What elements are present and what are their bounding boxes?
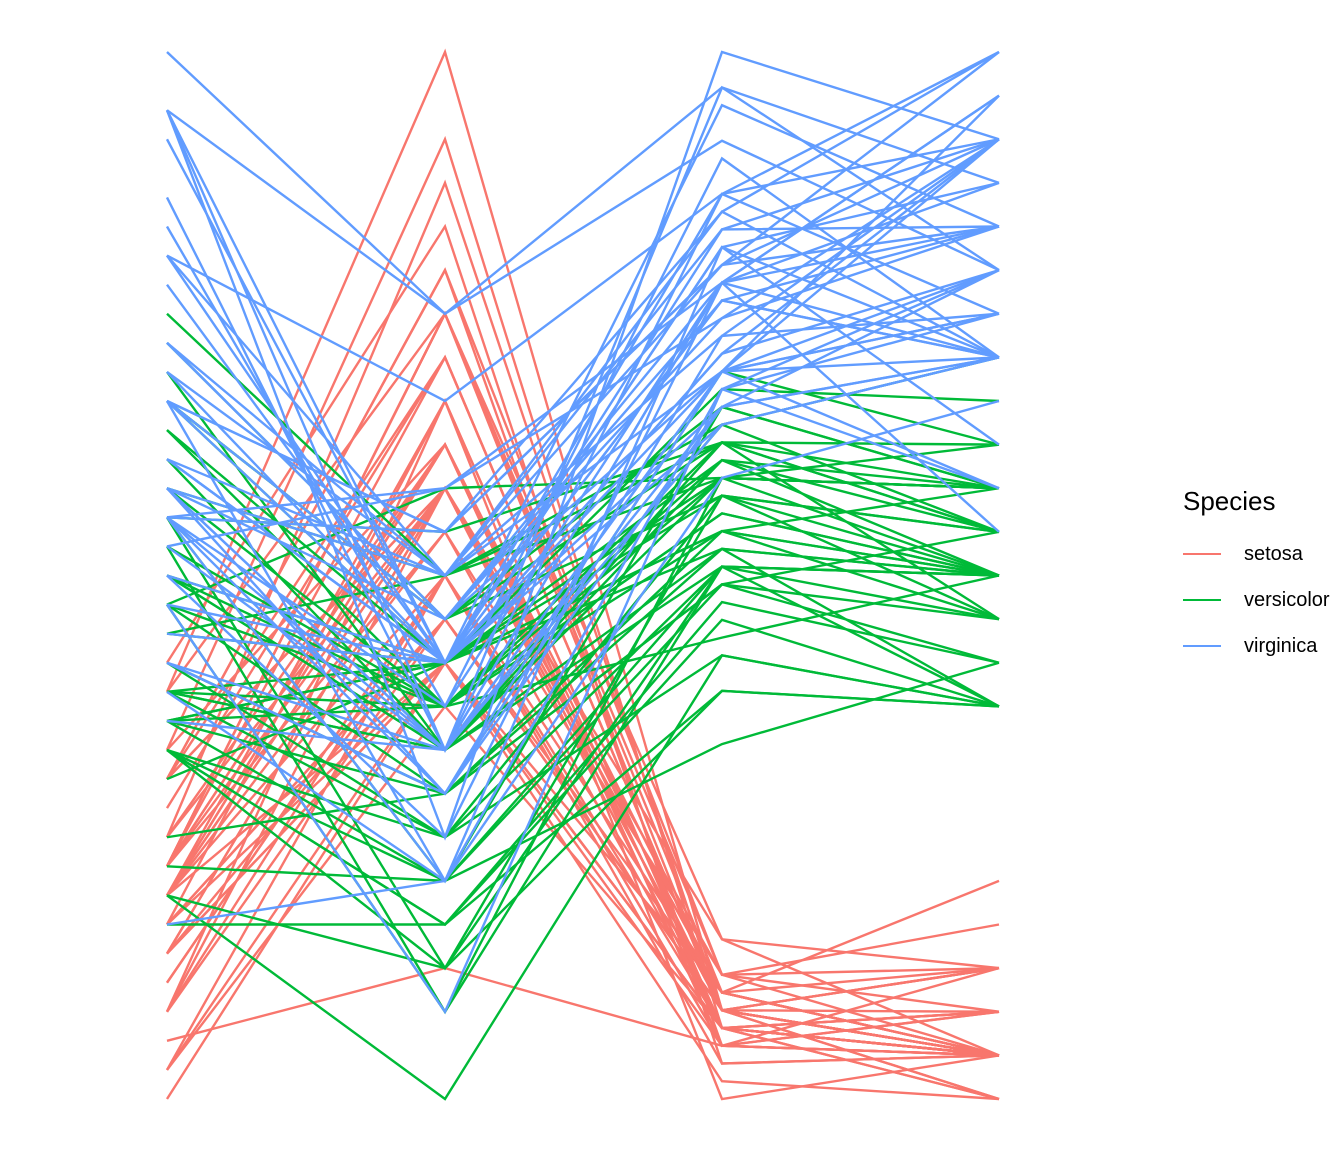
line-virginica-38 xyxy=(166,299,1000,621)
legend-key-setosa xyxy=(1183,552,1221,556)
legend: Species setosa versicolor virginica xyxy=(1183,486,1330,669)
line-versicolor-44 xyxy=(166,689,1000,970)
legend-key-virginica xyxy=(1183,644,1221,648)
line-virginica-39 xyxy=(166,356,1000,665)
line-versicolor-50 xyxy=(166,547,1000,752)
line-virginica-10 xyxy=(166,50,1000,403)
line-versicolor-49 xyxy=(166,661,1000,883)
line-setosa-47 xyxy=(165,310,1000,1057)
line-setosa-44 xyxy=(165,442,1000,995)
line-virginica-23 xyxy=(165,85,1000,754)
legend-item-setosa: setosa xyxy=(1183,531,1330,577)
line-versicolor-46 xyxy=(166,529,1000,694)
line-virginica-26 xyxy=(166,210,1000,578)
legend-label-virginica: virginica xyxy=(1244,634,1318,657)
line-virginica-20 xyxy=(166,387,1000,1015)
line-versicolor-48 xyxy=(166,512,1000,708)
line-setosa-49 xyxy=(165,354,1000,1057)
line-versicolor-38 xyxy=(165,494,1000,971)
series-virginica xyxy=(165,50,1000,1015)
line-virginica-18 xyxy=(166,86,1000,316)
line-virginica-42 xyxy=(166,138,1000,621)
line-versicolor-40 xyxy=(166,565,1000,883)
line-virginica-35 xyxy=(166,280,1000,840)
line-virginica-49 xyxy=(166,138,1000,548)
line-virginica-48 xyxy=(166,268,1000,665)
legend-key-versicolor xyxy=(1183,598,1221,602)
line-virginica-41 xyxy=(166,94,1000,621)
line-virginica-45 xyxy=(166,51,1000,534)
line-virginica-30 xyxy=(166,245,1000,665)
legend-item-versicolor: versicolor xyxy=(1183,577,1330,623)
legend-label-versicolor: versicolor xyxy=(1244,588,1330,611)
line-setosa-14 xyxy=(165,660,1000,1101)
legend-items: setosa versicolor virginica xyxy=(1183,531,1330,669)
line-versicolor-32 xyxy=(166,618,1000,927)
legend-title: Species xyxy=(1183,486,1276,516)
line-virginica-47 xyxy=(166,312,1000,884)
line-virginica-1 xyxy=(166,50,1000,534)
series-lines xyxy=(165,48,1000,1101)
line-setosa-43 xyxy=(165,573,1000,1071)
legend-item-virginica: virginica xyxy=(1183,623,1330,669)
line-virginica-12 xyxy=(166,312,1000,796)
line-virginica-32 xyxy=(166,51,1000,316)
line-virginica-50 xyxy=(166,356,1000,665)
line-virginica-36 xyxy=(165,109,1000,666)
line-versicolor-30 xyxy=(166,654,1000,839)
legend-label-setosa: setosa xyxy=(1244,542,1303,565)
line-versicolor-41 xyxy=(166,494,1000,839)
line-setosa-42 xyxy=(166,966,1000,1047)
line-virginica-43 xyxy=(166,312,1000,796)
line-virginica-22 xyxy=(166,269,1000,752)
